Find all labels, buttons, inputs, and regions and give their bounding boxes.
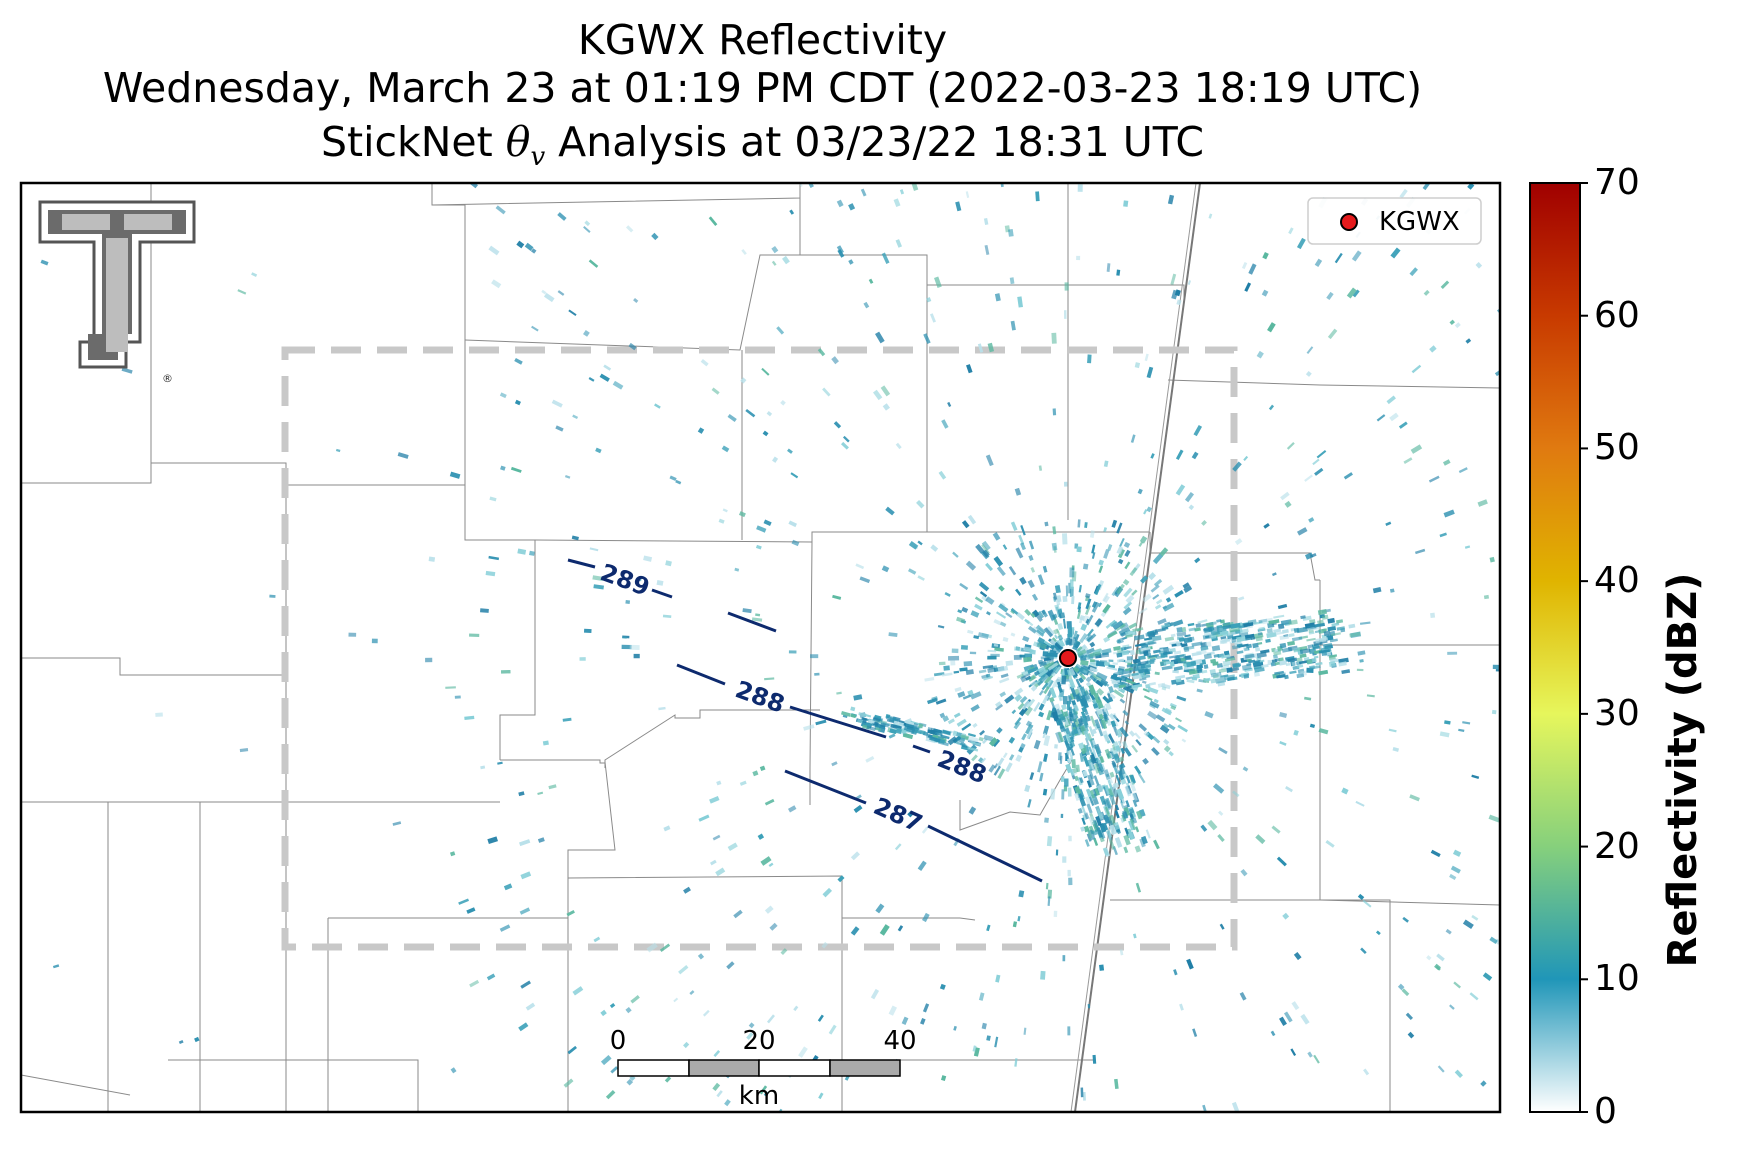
colorbar-tick-label-0: 0 [1594,1091,1617,1132]
colorbar [1529,182,1588,1113]
colorbar-tick-label-70: 70 [1594,162,1640,203]
colorbar-gradient [1529,182,1581,1113]
scale-tick-40: 40 [883,1026,916,1056]
analysis-prefix: StickNet [320,118,506,166]
contour-289-segment-a [567,558,596,569]
scale-bar: 0 20 40 km [610,1026,917,1111]
scale-unit: km [739,1081,779,1111]
logo-registered-mark: ® [162,372,173,385]
theta-symbol: θ [505,118,531,166]
scale-tick-0: 0 [610,1026,627,1056]
map-frame [19,181,1502,1114]
contour-288a-segment-a [676,663,726,686]
radar-site-marker[interactable] [1059,649,1077,667]
colorbar-tick-label-60: 60 [1594,294,1640,336]
colorbar-tick-label-30: 30 [1594,692,1640,734]
contour-289-segment-c [727,611,777,633]
analysis-suffix: Analysis at 03/23/22 18:31 UTC [545,118,1205,166]
county-boundaries [21,183,1500,1112]
contour-287-segment-a [784,769,867,805]
interstate-highway [1070,183,1201,1112]
reflectivity-echoes [40,183,1500,1112]
chart-subtitle-analysis: StickNet θv Analysis at 03/23/22 18:31 U… [0,118,1525,181]
colorbar-tick-label-40: 40 [1594,560,1640,602]
contour-287-segment-b [927,824,1043,883]
contour-288a-segment-b [789,705,887,739]
colorbar-ticks [1580,182,1588,1113]
theta-v-contours [567,558,1043,883]
legend-label: KGWX [1379,207,1460,237]
contour-288b-segment-a [912,744,931,754]
texas-tech-logo: ® [38,200,196,385]
map-legend: KGWX [1307,197,1482,245]
contour-289-segment-b [651,588,673,599]
theta-subscript: v [530,142,546,173]
colorbar-tick-label-10: 10 [1594,958,1640,1000]
chart-subtitle-time: Wednesday, March 23 at 01:19 PM CDT (202… [102,64,1423,112]
scale-tick-20: 20 [742,1026,775,1056]
legend-marker [1340,213,1358,231]
chart-title: KGWX Reflectivity [577,16,948,64]
colorbar-tick-label-20: 20 [1594,825,1640,867]
colorbar-tick-label-50: 50 [1594,427,1640,469]
